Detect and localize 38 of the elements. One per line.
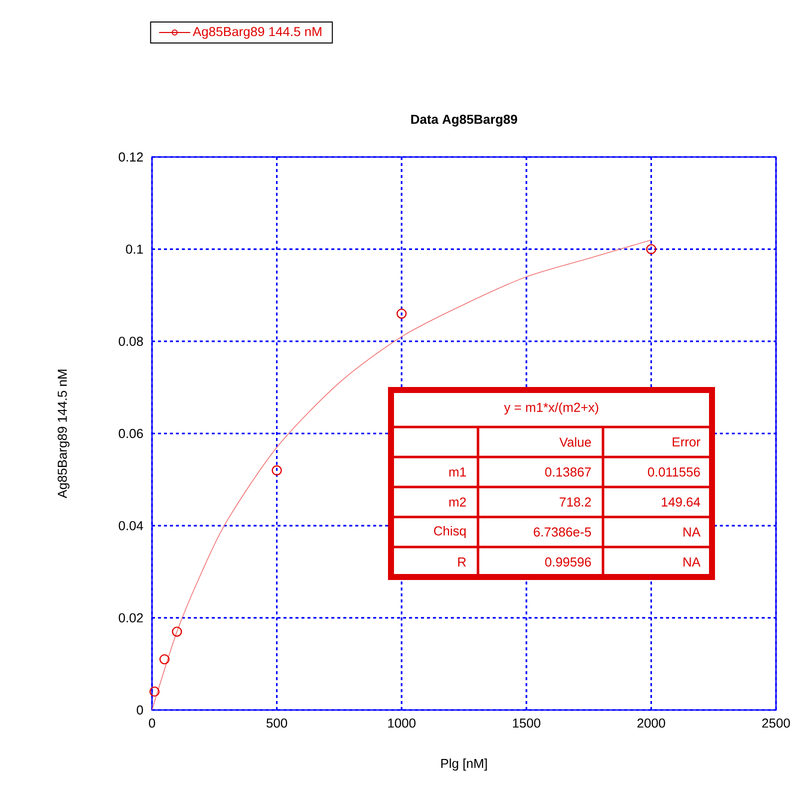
annotation: 149.64 bbox=[662, 497, 700, 507]
y-tick-label: 0 bbox=[136, 705, 143, 715]
annotation: 0.99596 bbox=[545, 557, 591, 567]
point bbox=[159, 654, 170, 664]
x-tick-label: 1500 bbox=[512, 718, 540, 728]
annotation: Chisq bbox=[434, 526, 466, 538]
y-tick-label: 0.12 bbox=[118, 152, 143, 162]
y-tick-label: 0.1 bbox=[126, 244, 143, 254]
point bbox=[646, 244, 656, 254]
annotation: NA bbox=[684, 558, 700, 566]
point bbox=[149, 686, 160, 697]
x-tick-label: 1000 bbox=[388, 718, 416, 728]
annotation: NA bbox=[684, 528, 700, 536]
y-tick-label: 0.08 bbox=[118, 336, 143, 346]
y-tick-label: 0.02 bbox=[118, 613, 143, 622]
x-tick-label: 2000 bbox=[637, 718, 666, 728]
annotation: 6.7386e-5 bbox=[534, 527, 591, 537]
annotation: 0.13867 bbox=[545, 467, 591, 477]
y-tick-label: 0.04 bbox=[118, 521, 144, 530]
x-tick-label: 0 bbox=[148, 718, 156, 728]
legend-label: Ag85Barg89 144.5 nM bbox=[192, 26, 322, 39]
point bbox=[172, 626, 182, 637]
chart-title: Data Ag85Barg89 bbox=[411, 114, 518, 127]
annotation: y = m1*x/(m2+x) bbox=[504, 402, 598, 415]
x-tick-label: 2500 bbox=[762, 718, 790, 728]
x-axis-title: Plg [nM] bbox=[441, 758, 487, 771]
annotation: 718.2 bbox=[560, 497, 591, 507]
annotation: Value bbox=[559, 437, 591, 447]
x-tick-label: 500 bbox=[266, 718, 288, 728]
y-axis-title: Ag85Barg89 144.5 nM bbox=[58, 370, 70, 498]
annotation: 0.011556 bbox=[648, 467, 700, 477]
annotation: m1 bbox=[449, 468, 466, 476]
annotation: Error bbox=[672, 437, 700, 447]
point bbox=[272, 465, 282, 476]
y-tick-label: 0.06 bbox=[118, 428, 143, 438]
annotation: m2 bbox=[449, 497, 466, 507]
point bbox=[396, 308, 407, 319]
annotation: R bbox=[458, 558, 466, 566]
